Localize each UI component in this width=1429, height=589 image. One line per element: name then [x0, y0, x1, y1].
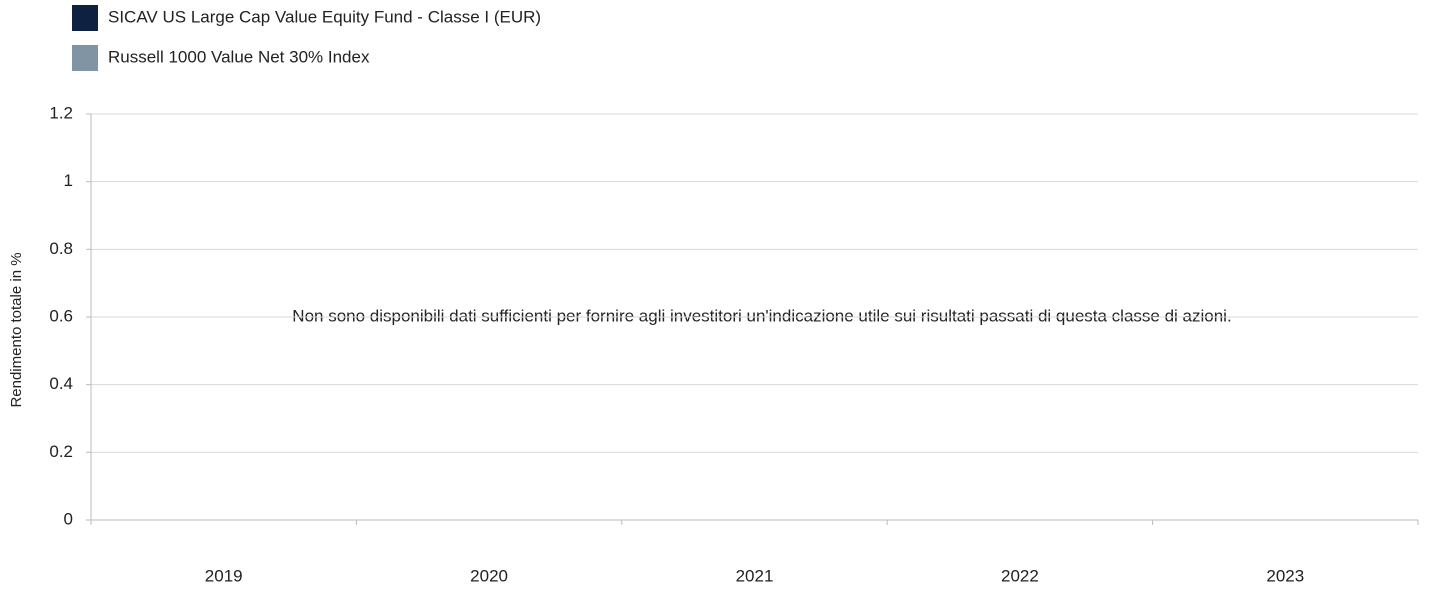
legend-swatch	[72, 5, 98, 31]
y-tick-label: 0.4	[49, 374, 73, 393]
x-tick-label: 2020	[470, 566, 508, 585]
y-tick-label: 0.8	[49, 239, 73, 258]
legend-label: Russell 1000 Value Net 30% Index	[108, 47, 370, 66]
y-tick-label: 1	[64, 171, 73, 190]
legend-swatch	[72, 45, 98, 71]
y-tick-label: 0	[64, 509, 73, 528]
x-tick-label: 2023	[1266, 566, 1304, 585]
y-tick-label: 0.6	[49, 306, 73, 325]
x-tick-label: 2019	[205, 566, 243, 585]
x-tick-label: 2022	[1001, 566, 1039, 585]
legend-label: SICAV US Large Cap Value Equity Fund - C…	[108, 7, 541, 26]
x-tick-label: 2021	[736, 566, 774, 585]
annotation: Non sono disponibili dati sufficienti pe…	[292, 306, 1231, 325]
y-tick-label: 0.2	[49, 442, 73, 461]
y-tick-label: 1.2	[49, 103, 73, 122]
y-axis-label: Rendimento totale in %	[8, 252, 25, 407]
